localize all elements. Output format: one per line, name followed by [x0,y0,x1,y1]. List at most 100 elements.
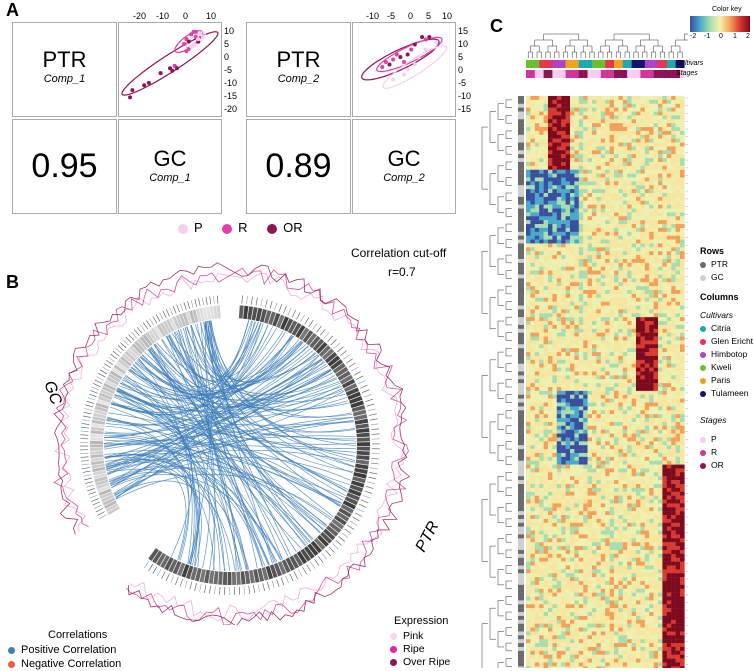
heatmap-cell [574,367,579,372]
heatmap-cell [552,227,557,232]
cultivar-annotation-cell [530,60,535,68]
heatmap-cell [622,406,628,411]
heatmap-cell [631,235,637,240]
row-group-cell [518,193,524,198]
feature-label-tick [95,508,104,513]
heatmap-cell [631,142,637,147]
heatmap-cell [675,119,681,124]
feature-label-tick [368,476,377,480]
heatmap-cell [583,208,588,213]
positive-correlation-link [207,320,313,541]
heatmap-cell [644,429,650,434]
heatmap-cell [556,138,562,143]
heatmap-cell [658,309,663,314]
stage-annotation-cell [627,70,632,78]
heatmap-cell [570,402,575,407]
heatmap-cell [561,425,566,430]
dendrogram-branch [640,39,659,46]
heatmap-cell [548,274,553,279]
feature-label-tick [209,296,212,305]
heatmap-cell [644,410,650,415]
heatmap-cell [653,317,659,322]
heatmap-cell [658,425,663,430]
heatmap-cell [605,130,610,135]
row-group-cell [518,546,524,551]
ptr-segment [342,500,357,510]
heatmap-cell [548,189,553,194]
heatmap-cell [543,266,549,271]
heatmap-cell [534,239,540,244]
row-group-cell [518,635,524,640]
heatmap-cell [556,425,562,430]
legend-item-p: P [178,220,202,235]
heatmap-cell [658,99,663,104]
heatmap-cell [658,324,663,329]
heatmap-cell [609,270,615,275]
heatmap-cell [530,227,535,232]
heatmap-cell [561,522,566,527]
heatmap-cell [543,146,549,151]
heatmap-cell [526,297,531,302]
heatmap-cell [636,437,641,442]
tick-label: 10 [206,11,217,21]
heatmap-cell [658,111,663,116]
row-group-cell [518,239,524,244]
heatmap-cell [552,146,557,151]
heatmap-cell [631,340,637,345]
feature-label-tick [209,585,211,594]
heatmap-cell [539,398,544,403]
heatmap-cell [605,123,610,128]
heatmap-cell [644,127,650,132]
gc-segment [192,309,199,323]
heatmap-cell [583,425,588,430]
heatmap-cell [644,146,650,151]
heatmap-cell [675,472,681,477]
heatmap-cell [526,216,531,221]
heatmap-cell [534,146,540,151]
heatmap-cell [592,476,597,481]
dendrogram-branch [505,425,512,434]
heatmap-cell [592,317,597,322]
heatmap-cell [600,220,606,225]
heatmap-cell [631,255,637,260]
heatmap-cell [618,495,623,500]
heatmap-cell [561,332,566,337]
heatmap-cell [658,173,663,178]
heatmap-cell [622,348,628,353]
ptr-segment [331,518,345,530]
heatmap-cell [644,460,650,465]
heatmap-cell [578,387,584,392]
heatmap-cell [587,332,593,337]
heatmap-cell [565,262,571,267]
heatmap-cell [574,293,579,298]
heatmap-cell [627,107,632,112]
heatmap-cell [614,161,619,167]
feature-label-tick [194,582,197,591]
heatmap-cell [530,235,535,240]
heatmap-cell [600,309,606,314]
heatmap-cell [543,433,549,438]
heatmap-cell [609,359,615,364]
heatmap-cell [631,270,637,275]
heatmap-cell [609,181,615,186]
heatmap-cell [622,193,628,198]
heatmap-cell [530,266,535,271]
heatmap-cell [539,278,544,283]
dendrogram-branch [497,165,504,182]
heatmap-cell [578,379,584,384]
heatmap-cell [556,177,562,182]
dendrogram-branch [505,99,512,108]
heatmap-cell [548,499,553,504]
heatmap-cell [556,394,562,399]
heatmap-cell [578,472,584,477]
heatmap-cell [666,328,672,333]
heatmap-cell [666,484,672,489]
heatmap-cell [596,414,601,419]
heatmap-cell [631,363,637,368]
dendrogram-branch [481,499,488,562]
heatmap-cell [680,177,685,182]
dendrogram-branch [505,363,512,372]
heatmap-cell [543,235,549,240]
heatmap-cell [609,185,615,190]
heatmap-cell [614,355,619,361]
